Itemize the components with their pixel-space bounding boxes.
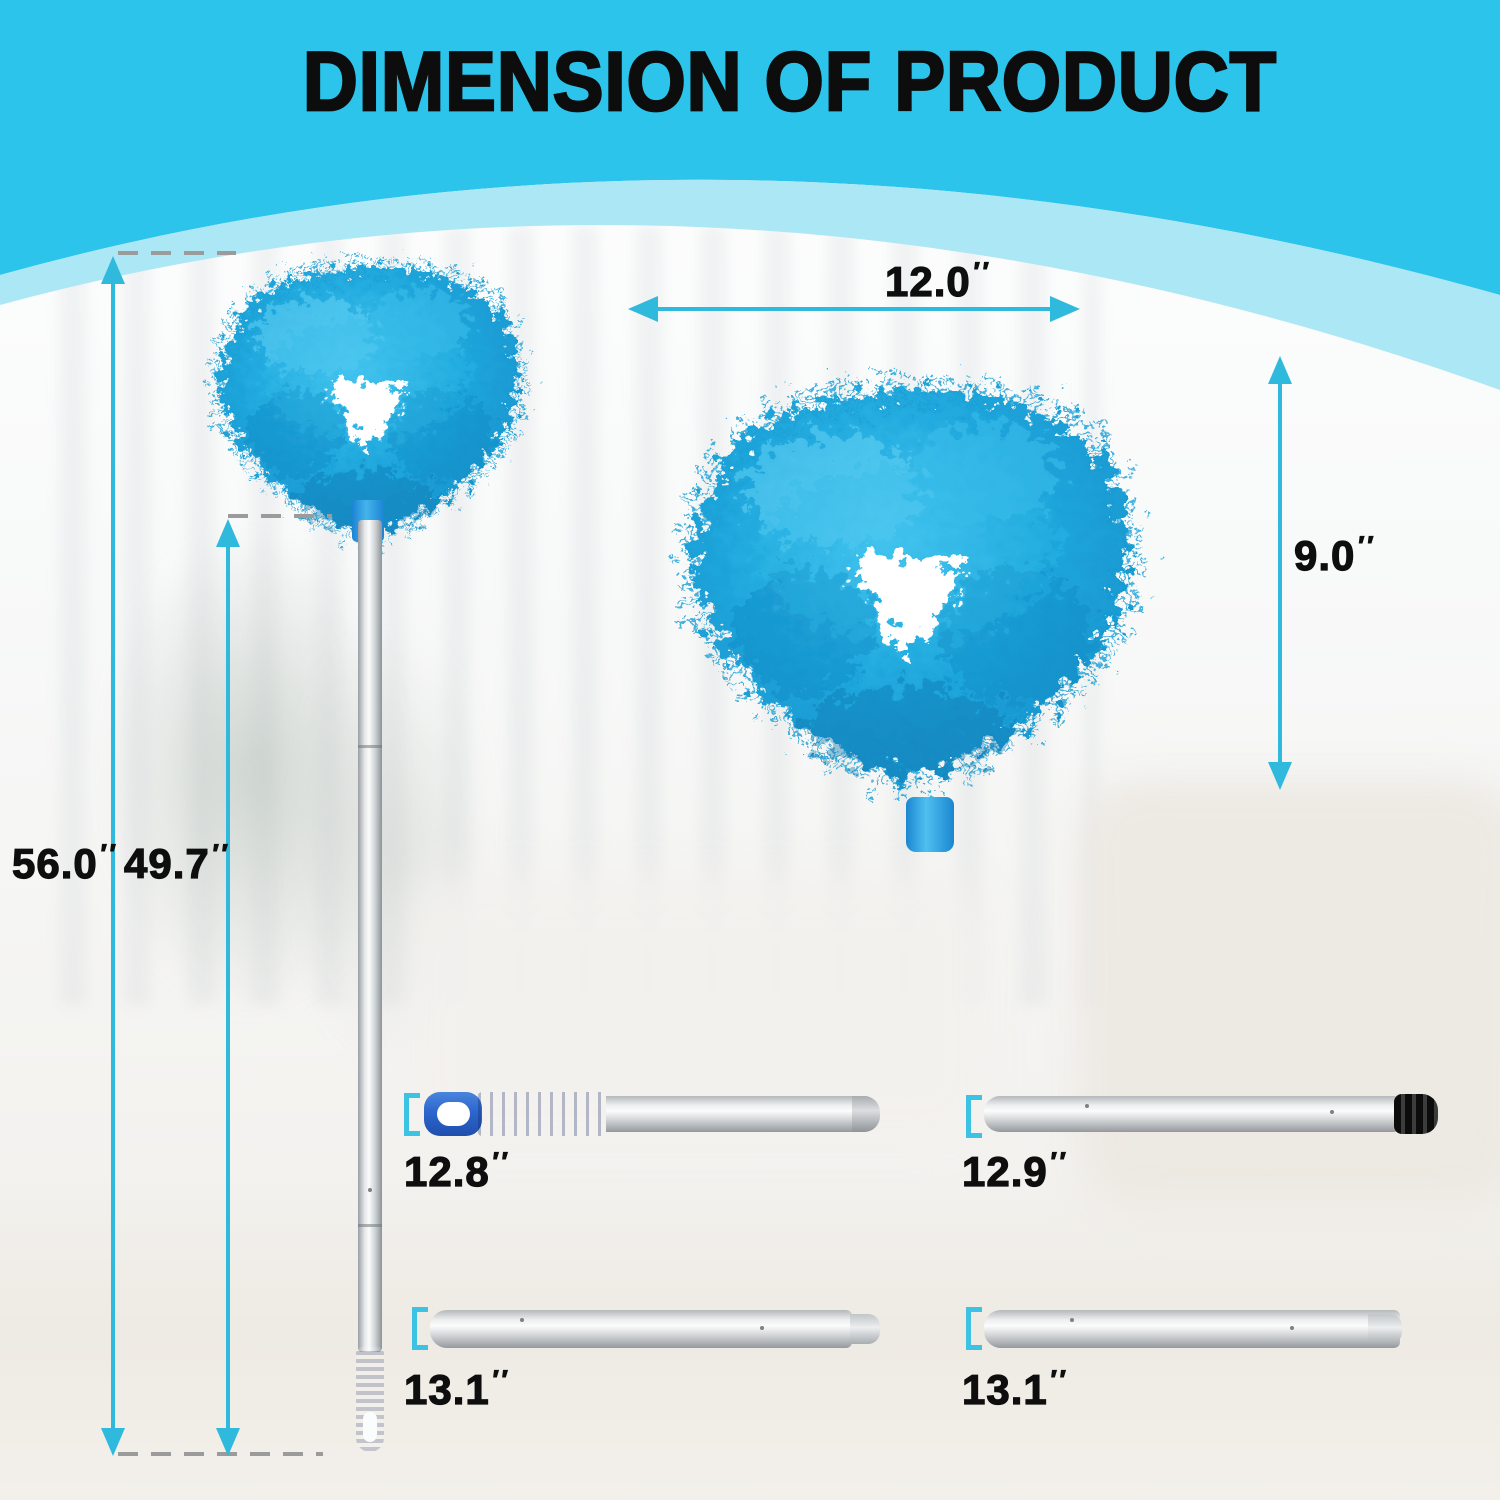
segment1-shaft bbox=[606, 1096, 880, 1132]
length-bracket-icon bbox=[404, 1093, 420, 1136]
segment1-grip bbox=[478, 1092, 610, 1136]
arrow-down-icon bbox=[101, 1428, 125, 1456]
arrow-up-icon bbox=[1268, 356, 1292, 384]
dimension-unit: ′′ bbox=[492, 1365, 511, 1394]
length-bracket-icon bbox=[966, 1095, 982, 1138]
length-bracket-icon bbox=[412, 1307, 428, 1350]
length-bracket-icon bbox=[966, 1307, 982, 1350]
dimension-unit: ′′ bbox=[1050, 1147, 1069, 1176]
extension-dash-line bbox=[228, 514, 332, 518]
arrow-down-icon bbox=[1268, 762, 1292, 790]
dimension-value: 12.8 bbox=[403, 1147, 490, 1195]
dimension-value: 12.9 bbox=[961, 1147, 1048, 1195]
pole-rivet bbox=[520, 1318, 524, 1322]
pole-rivet bbox=[1070, 1318, 1074, 1322]
arrow-up-icon bbox=[216, 519, 240, 547]
head-width-arrow bbox=[656, 307, 1050, 311]
dimension-value: 13.1 bbox=[403, 1365, 490, 1413]
background-plant-blur bbox=[105, 530, 395, 1010]
pole-joint bbox=[358, 745, 382, 748]
dimension-label-segment4: 13.1 ′′ bbox=[961, 1365, 1069, 1414]
dimension-label-total-height: 56.0 ′′ bbox=[11, 839, 119, 888]
segment1-shaft-tip bbox=[852, 1096, 880, 1132]
dimension-label-segment2: 12.9 ′′ bbox=[961, 1147, 1069, 1196]
dimension-value: 13.1 bbox=[961, 1365, 1048, 1413]
telescopic-pole bbox=[358, 520, 382, 1352]
pole-rivet bbox=[1290, 1326, 1294, 1330]
pole-rivet bbox=[760, 1326, 764, 1330]
pole-rivet bbox=[1085, 1104, 1089, 1108]
arrow-right-icon bbox=[1050, 296, 1080, 322]
dimension-value: 49.7 bbox=[123, 839, 210, 887]
arrow-left-icon bbox=[628, 296, 658, 322]
segment4-shaft bbox=[984, 1310, 1400, 1348]
segment4-step-tip bbox=[1368, 1314, 1402, 1344]
dimension-unit: ′′ bbox=[212, 839, 231, 868]
hanging-hole bbox=[363, 1412, 377, 1442]
dimension-unit: ′′ bbox=[973, 257, 992, 286]
head-height-arrow bbox=[1278, 382, 1282, 762]
extension-dash-line bbox=[118, 251, 236, 255]
dimension-label-pole-height: 49.7 ′′ bbox=[123, 839, 231, 888]
pole-joint bbox=[358, 1224, 382, 1227]
segment2-shaft bbox=[984, 1096, 1398, 1132]
pole-rivet bbox=[368, 1188, 372, 1192]
arrow-up-icon bbox=[101, 256, 125, 284]
dimension-label-head-height: 9.0 ′′ bbox=[1293, 531, 1377, 580]
dimension-unit: ′′ bbox=[100, 839, 119, 868]
segment3-shaft bbox=[430, 1310, 852, 1348]
dimension-label-segment1: 12.8 ′′ bbox=[403, 1147, 511, 1196]
background-sofa-blur bbox=[1080, 780, 1500, 1210]
dimension-unit: ′′ bbox=[1050, 1365, 1069, 1394]
duster-head-large-illustration bbox=[658, 352, 1158, 792]
dimension-unit: ′′ bbox=[492, 1147, 511, 1176]
total-height-arrow bbox=[111, 282, 115, 1430]
segment1-hanging-hole bbox=[437, 1102, 470, 1126]
segment2-threaded-tip bbox=[1394, 1094, 1438, 1134]
segment3-step-tip bbox=[850, 1314, 880, 1344]
duster-head-small-illustration bbox=[187, 242, 547, 542]
dimension-label-head-width: 12.0 ′′ bbox=[884, 257, 992, 306]
dimension-value: 12.0 bbox=[884, 257, 971, 305]
page-title: DIMENSION OF PRODUCT bbox=[302, 34, 1278, 130]
arrow-down-icon bbox=[216, 1428, 240, 1456]
dimension-unit: ′′ bbox=[1358, 531, 1377, 560]
head-connector-large bbox=[906, 797, 954, 852]
header-band bbox=[0, 0, 1500, 390]
pole-height-arrow bbox=[226, 545, 230, 1430]
pole-rivet bbox=[1330, 1110, 1334, 1114]
dimension-value: 9.0 bbox=[1293, 531, 1356, 579]
dimension-value: 56.0 bbox=[11, 839, 98, 887]
dimension-label-segment3: 13.1 ′′ bbox=[403, 1365, 511, 1414]
